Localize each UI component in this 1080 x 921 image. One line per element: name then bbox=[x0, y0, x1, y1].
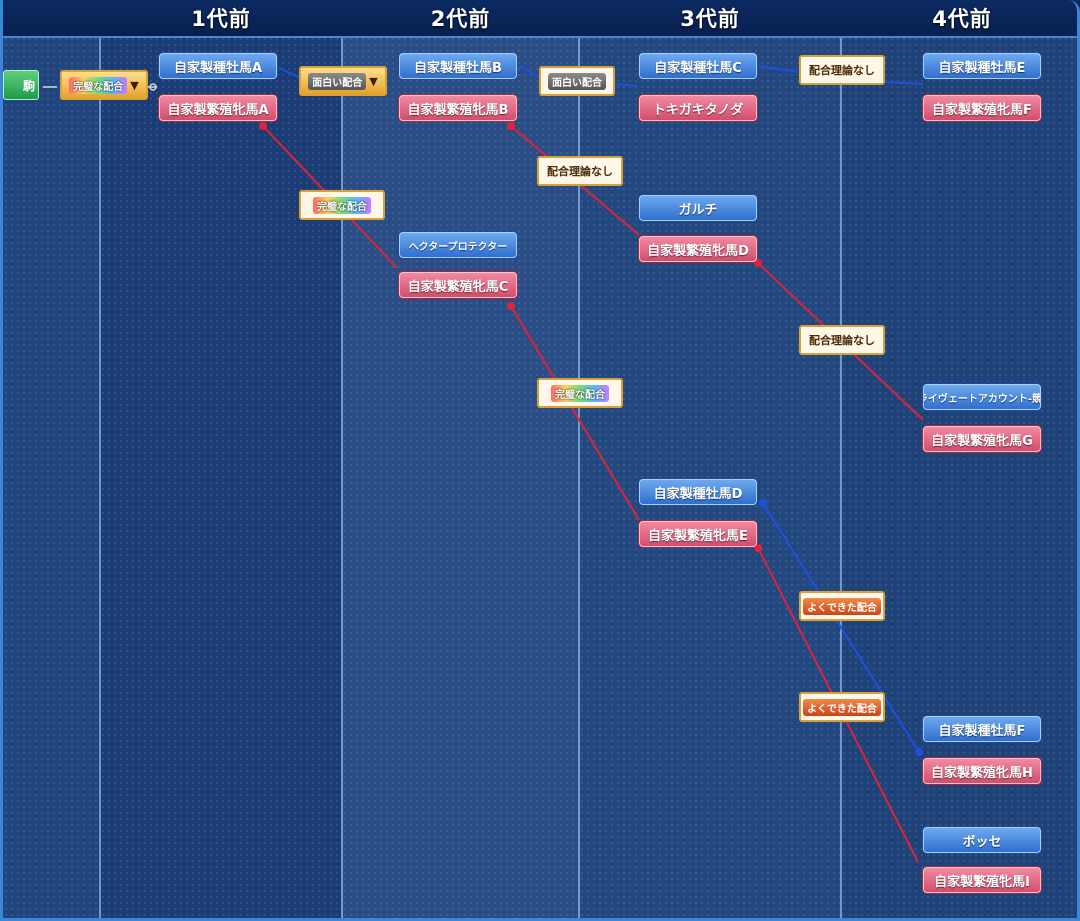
tag-label: 完璧な配合 bbox=[313, 196, 371, 214]
gen4-sire-e[interactable]: 自家製種牡馬E bbox=[923, 53, 1041, 79]
root-tag-label: 完璧な配合 bbox=[69, 76, 128, 94]
column-divider bbox=[341, 0, 343, 918]
tag-label: 完璧な配合 bbox=[551, 384, 609, 402]
gen4-dam-i[interactable]: 自家製繁殖牝馬I bbox=[923, 867, 1041, 893]
tag-label: よくできた配合 bbox=[803, 597, 881, 615]
sire-line bbox=[278, 67, 302, 79]
gen1-dam[interactable]: 自家製繁殖牝馬A bbox=[159, 95, 277, 121]
gen3-breeding-tag[interactable]: 配合理論なし bbox=[799, 55, 885, 85]
header-gen2: 2代前 bbox=[342, 0, 579, 38]
header-gen4: 4代前 bbox=[841, 0, 1077, 38]
gen2-dam-b[interactable]: 自家製繁殖牝馬B bbox=[399, 95, 517, 121]
gen1-column bbox=[100, 0, 342, 918]
child-foal-node[interactable]: 駒 bbox=[3, 70, 39, 100]
gen2-sire-b[interactable]: 自家製種牡馬B bbox=[399, 53, 517, 79]
connector-lines bbox=[43, 65, 924, 863]
gen3-dam-e[interactable]: 自家製繁殖牝馬E bbox=[639, 521, 757, 547]
gen2-dam-breeding-tag[interactable]: 配合理論なし bbox=[537, 156, 623, 186]
tag-label: よくできた配合 bbox=[803, 698, 881, 716]
gen3-damd-breeding-tag[interactable]: 配合理論なし bbox=[799, 325, 885, 355]
gen4-dam-h[interactable]: 自家製繁殖牝馬H bbox=[923, 758, 1041, 784]
gen4-dam-f[interactable]: 自家製繁殖牝馬F bbox=[923, 95, 1041, 121]
gen1-tag-label: 面白い配合 bbox=[308, 72, 367, 90]
gen3-sire-c[interactable]: 自家製種牡馬C bbox=[639, 53, 757, 79]
tag-label: 面白い配合 bbox=[548, 72, 606, 90]
tag-label: 配合理論なし bbox=[809, 334, 875, 347]
gen4-sire-private-account[interactable]: プライヴェートアカウント-競走- bbox=[923, 384, 1041, 410]
sire-line bbox=[758, 65, 800, 73]
column-divider bbox=[578, 0, 580, 918]
header-blank bbox=[3, 0, 100, 38]
gen2-dam-c[interactable]: 自家製繁殖牝馬C bbox=[399, 272, 517, 298]
gen2-damc-breeding-tag[interactable]: 完璧な配合 bbox=[537, 378, 623, 408]
gen1-breeding-tag[interactable]: 面白い配合 ▼ bbox=[299, 66, 387, 96]
gen3-dame-breeding-tag[interactable]: よくできた配合 bbox=[799, 692, 885, 722]
gen3-dam-tokigaki[interactable]: トキガキタノダ bbox=[639, 95, 757, 121]
gen4-sire-f[interactable]: 自家製種牡馬F bbox=[923, 716, 1041, 742]
child-label: 駒 bbox=[22, 78, 35, 93]
gen4-sire-bosse[interactable]: ボッセ bbox=[923, 827, 1041, 853]
child-column bbox=[3, 0, 100, 918]
gen3-dam-d[interactable]: 自家製繁殖牝馬D bbox=[639, 236, 757, 262]
gen3-column bbox=[579, 0, 841, 918]
gen3-sire-garuchi[interactable]: ガルチ bbox=[639, 195, 757, 221]
column-divider bbox=[99, 0, 101, 918]
dropdown-arrow-icon[interactable]: ▼ bbox=[130, 78, 139, 92]
gen2-breeding-tag[interactable]: 面白い配合 bbox=[539, 66, 615, 96]
tag-label: 配合理論なし bbox=[809, 64, 875, 77]
root-breeding-tag[interactable]: 完璧な配合 ▼ bbox=[60, 70, 148, 100]
sire-line bbox=[518, 65, 542, 79]
dam-line bbox=[510, 305, 640, 521]
header-gen1: 1代前 bbox=[100, 0, 342, 38]
tag-label: 配合理論なし bbox=[547, 165, 613, 178]
gen1-dam-breeding-tag[interactable]: 完璧な配合 bbox=[299, 190, 385, 220]
gen2-column bbox=[342, 0, 579, 918]
gen3-sire-d[interactable]: 自家製種牡馬D bbox=[639, 479, 757, 505]
column-divider bbox=[840, 0, 842, 918]
gen2-sire-hector[interactable]: ヘクタープロテクター bbox=[399, 232, 517, 258]
gen1-sire[interactable]: 自家製種牡馬A bbox=[159, 53, 277, 79]
sire-line bbox=[884, 81, 924, 85]
dropdown-arrow-icon[interactable]: ▼ bbox=[369, 74, 378, 88]
sire-line bbox=[614, 83, 638, 87]
sire-line bbox=[762, 502, 920, 753]
header-gen3: 3代前 bbox=[579, 0, 841, 38]
gen3-sired-breeding-tag[interactable]: よくできた配合 bbox=[799, 591, 885, 621]
gen4-dam-g[interactable]: 自家製繁殖牝馬G bbox=[923, 426, 1041, 452]
